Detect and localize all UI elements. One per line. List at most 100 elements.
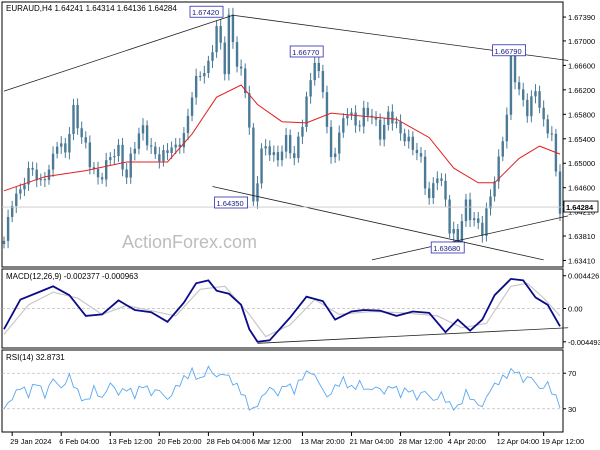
candle-body (456, 229, 459, 245)
candle-body (2, 240, 6, 244)
candle-body (15, 193, 18, 206)
candle-body (158, 154, 161, 162)
time-tick-label: 19 Apr 12:00 (542, 437, 585, 446)
candle-body (117, 144, 120, 157)
time-tick-label: 6 Feb 04:00 (59, 437, 99, 446)
candle-body (166, 150, 169, 154)
candle-body (145, 125, 149, 146)
candle-body (272, 152, 276, 156)
price-panel-frame (1, 1, 564, 268)
candle-body (84, 137, 87, 143)
price-annotation-label: 1.66790 (495, 47, 522, 56)
price-tick-label: 1.66600 (568, 61, 595, 70)
candle-body (350, 112, 353, 116)
candle-body (276, 152, 280, 161)
candle-body (223, 42, 226, 75)
candle-body (489, 196, 492, 209)
candle-body (23, 184, 26, 190)
candle-body (280, 151, 284, 161)
price-annotation-label: 1.64350 (217, 199, 244, 208)
time-tick-label: 28 Feb 04:00 (206, 437, 250, 446)
candle-body (260, 148, 263, 184)
moving-average-line (3, 84, 561, 192)
candle-body (374, 117, 378, 120)
candle-body (460, 221, 464, 245)
candle-body (419, 153, 423, 157)
candle-body (501, 141, 504, 157)
candle-body (329, 126, 333, 158)
candle-body (76, 104, 79, 129)
candle-body (452, 229, 455, 234)
candle-body (72, 104, 75, 135)
candle-body (464, 199, 468, 222)
candle-body (100, 177, 104, 180)
symbol-header: EURAUD,H4 1.64241 1.64314 1.64136 1.6428… (6, 4, 177, 13)
candle-body (288, 135, 292, 154)
macd-title: MACD(12,26,9) -0.002377 -0.000963 (6, 272, 139, 281)
candle-body (468, 199, 472, 221)
candle-body (178, 144, 181, 148)
candle-body (6, 216, 10, 241)
candle-body (448, 199, 451, 234)
price-tick-label: 1.63410 (568, 256, 595, 265)
candle-body (137, 133, 141, 149)
candle-body (325, 92, 329, 127)
price-tick-label: 1.66200 (568, 86, 595, 95)
candle-body (27, 167, 30, 185)
candle-body (194, 75, 198, 98)
candle-body (109, 157, 112, 161)
candle-body (383, 124, 386, 140)
candle-body (186, 115, 190, 134)
candle-body (264, 146, 267, 149)
last-price-label: 1.64284 (566, 203, 594, 212)
macd-tick-label: 0.00 (568, 305, 583, 314)
price-tick-label: 1.67000 (568, 37, 595, 46)
candle-body (530, 96, 533, 117)
candle-body (411, 136, 415, 150)
candle-body (481, 222, 484, 236)
watermark: ActionForex.com (122, 232, 257, 252)
candle-body (558, 171, 562, 214)
candle-body (333, 153, 337, 158)
macd-tick-label: 0.004426 (568, 272, 599, 281)
candle-body (239, 66, 243, 69)
candle-body (215, 25, 218, 53)
time-tick-label: 21 Mar 04:00 (350, 437, 394, 446)
candle-body (199, 75, 202, 77)
candle-body (432, 183, 435, 199)
candle-body (203, 73, 206, 77)
candle-body (149, 145, 153, 147)
macd-plot: 0.004426 0.00 -0.004493 (2, 272, 600, 347)
candle-body (391, 111, 394, 124)
candle-body (133, 148, 137, 154)
candle-body (10, 205, 14, 217)
candle-body (517, 82, 521, 90)
candle-body (493, 181, 496, 197)
candle-body (346, 115, 349, 119)
macd-line (3, 277, 561, 343)
candle-body (125, 169, 128, 178)
price-tick-label: 1.63810 (568, 232, 595, 241)
candle-body (96, 169, 100, 178)
candle-body (472, 218, 476, 221)
candle-body (231, 14, 235, 43)
price-annotation-box (492, 44, 526, 57)
candle-body (141, 125, 145, 134)
candle-body (297, 136, 300, 158)
trendline (212, 186, 544, 261)
candle-body (497, 156, 500, 182)
rsi-plot: 70 30 (2, 365, 576, 414)
candle-body (129, 153, 132, 178)
candle-body (190, 97, 194, 116)
candle-body (550, 133, 554, 135)
price-annotation-box (430, 241, 465, 254)
candle-body (268, 146, 271, 156)
candle-body (546, 119, 549, 134)
candle-body (252, 127, 255, 202)
price-annotation-box (189, 5, 224, 18)
trendline (371, 215, 569, 261)
rsi-line (3, 365, 561, 412)
candle-body (436, 178, 439, 184)
candle-body (534, 91, 537, 97)
candle-body (338, 132, 341, 154)
